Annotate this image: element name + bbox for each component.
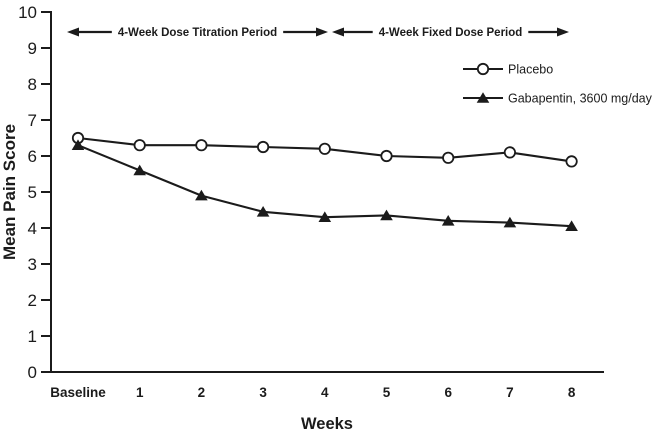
marker-placebo: [503, 146, 516, 159]
x-tick-label: 1: [136, 385, 144, 400]
series-placebo: [71, 131, 578, 168]
annotation-label: 4-Week Dose Titration Period: [118, 27, 277, 39]
legend-label-placebo: Placebo: [508, 63, 553, 77]
annotation-label-background: [111, 26, 284, 40]
y-axis-title: Mean Pain Score: [0, 124, 19, 260]
marker-gabapentin-3600-mg-day: [441, 215, 455, 226]
open-circle-icon: [476, 62, 490, 76]
x-tick-label: 3: [259, 385, 267, 400]
legend-label-gabapentin-3600-mg-day: Gabapentin, 3600 mg/day: [508, 92, 653, 106]
arrow-left-icon: [332, 27, 344, 37]
filled-triangle-icon: [476, 92, 490, 103]
y-tick-label: 9: [28, 39, 37, 58]
marker-gabapentin-3600-mg-day: [195, 189, 208, 201]
marker-placebo: [565, 155, 578, 168]
y-tick-label: 2: [28, 291, 37, 310]
marker-gabapentin-3600-mg-day: [318, 211, 332, 222]
marker-placebo: [442, 151, 455, 164]
x-axis-title: Weeks: [301, 415, 353, 433]
y-tick-label: 8: [28, 75, 37, 94]
y-tick-label: 6: [28, 147, 37, 166]
marker-placebo: [318, 142, 331, 155]
legend-item-placebo: Placebo: [463, 63, 553, 77]
x-tick-label: Baseline: [50, 385, 106, 400]
y-tick-label: 3: [28, 255, 37, 274]
annotation-4-week-fixed-dose-period: 4-Week Fixed Dose Period: [332, 26, 569, 40]
marker-gabapentin-3600-mg-day: [133, 164, 146, 176]
x-tick-label: 7: [506, 385, 514, 400]
y-tick-label: 7: [28, 111, 37, 130]
marker-placebo: [380, 149, 393, 163]
x-tick-label: 8: [568, 385, 576, 400]
annotation-4-week-dose-titration-period: 4-Week Dose Titration Period: [67, 26, 328, 40]
marker-placebo: [256, 140, 270, 154]
marker-placebo: [195, 139, 208, 152]
marker-placebo: [133, 139, 146, 152]
arrow-left-icon: [67, 27, 79, 37]
legend-item-gabapentin-3600-mg-day: Gabapentin, 3600 mg/day: [463, 92, 653, 106]
x-tick-label: 4: [321, 385, 329, 400]
y-tick-label: 4: [28, 219, 37, 238]
y-tick-label: 5: [28, 183, 37, 202]
marker-gabapentin-3600-mg-day: [71, 139, 85, 150]
x-tick-label: 5: [383, 385, 391, 400]
x-tick-label: 2: [198, 385, 206, 400]
annotation-label: 4-Week Fixed Dose Period: [379, 27, 523, 39]
y-tick-label: 10: [18, 3, 37, 22]
marker-gabapentin-3600-mg-day: [256, 206, 270, 217]
y-tick-label: 1: [28, 327, 37, 346]
marker-gabapentin-3600-mg-day: [503, 216, 517, 228]
y-tick-label: 0: [28, 363, 37, 382]
arrow-right-icon: [316, 27, 328, 37]
marker-gabapentin-3600-mg-day: [380, 209, 393, 221]
marker-gabapentin-3600-mg-day: [565, 220, 578, 231]
legend: Placebo Gabapentin, 3600 mg/day: [463, 63, 653, 106]
arrow-right-icon: [557, 27, 569, 37]
annotation-label-background: [372, 26, 529, 40]
x-tick-label: 6: [444, 385, 452, 400]
series-gabapentin-3600-mg-day: [71, 139, 578, 231]
